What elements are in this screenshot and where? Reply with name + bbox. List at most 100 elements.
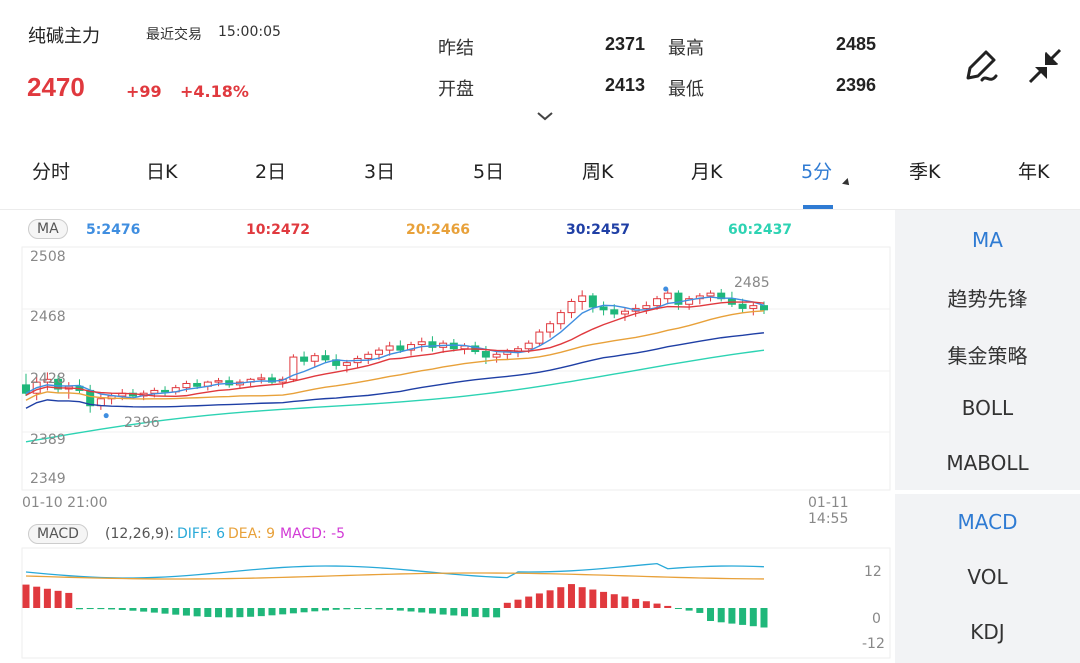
macd-bar [140,608,148,612]
indicator-ma[interactable]: MA [972,228,1003,252]
active-tab-indicator [803,205,833,209]
macd-diff: DIFF: 6 [177,526,226,542]
indicator-boll[interactable]: BOLL [961,396,1014,420]
chart-area[interactable]: MA 5:2476 10:2472 20:2466 30:2457 60:243… [0,210,893,663]
macd-indicator-tag[interactable]: MACD [28,524,88,544]
tab-2day[interactable]: 2日 [255,161,287,183]
macd-diff-line [25,562,765,579]
macd-params: (12,26,9): [105,526,175,542]
tab-5day[interactable]: 5日 [473,161,505,183]
macd-bar [557,587,565,608]
macd-bar [215,608,223,618]
candle-body [54,378,63,390]
candle-body [161,389,170,393]
tab-5min[interactable]: 5分 [801,161,833,183]
macd-bar [407,608,415,612]
indicator-fund-strategy[interactable]: 集金策略 [947,344,1028,368]
time-start: 01-10 21:00 [22,495,108,511]
macd-bar [364,608,372,610]
y-tick-2: 2468 [30,309,66,325]
candle-body [653,298,662,307]
macd-bar [600,591,608,608]
macd-bar [461,608,469,617]
macd-bar [439,608,447,615]
tab-week-k[interactable]: 周K [582,161,614,183]
candle-body [321,355,330,361]
high-point-marker [663,286,669,292]
macd-bar [450,608,458,616]
low-point-marker [103,413,109,419]
macd-tick-bottom: -12 [862,636,885,652]
indicator-trend-pioneer[interactable]: 趋势先锋 [947,287,1028,311]
macd-bar [236,608,244,618]
macd-bar [172,608,180,615]
macd-dea: DEA: 9 [228,526,276,542]
macd-bar [589,589,597,608]
macd-bar [268,608,276,616]
candle-body [642,305,651,309]
macd-bar [739,608,747,625]
tab-year-k[interactable]: 年K [1018,161,1050,183]
macd-bar [493,608,501,618]
macd-bar [418,608,426,613]
candle-body [524,342,533,350]
macd-bar [514,599,522,608]
macd-bar [86,608,94,610]
macd-bar [193,608,201,617]
candle-body [407,344,416,351]
macd-bar [749,608,757,627]
collapse-icon[interactable] [1024,44,1068,88]
candle-body [610,309,619,315]
kline-chart[interactable] [0,210,893,663]
tab-season-k[interactable]: 季K [909,161,941,183]
macd-bar [685,608,693,611]
macd-bar [321,608,329,611]
macd-bar [75,608,83,610]
tab-month-k[interactable]: 月K [691,161,723,183]
ma10-value: 10:2472 [246,222,311,238]
macd-dea-line [25,572,765,580]
macd-bar [503,602,511,608]
indicator-kdj[interactable]: KDJ [970,620,1005,644]
macd-bar [289,608,297,614]
candle-body [417,341,426,346]
tab-3day[interactable]: 3日 [364,161,396,183]
expand-chevron-icon[interactable] [536,110,554,122]
candle-body [674,292,683,305]
ma-indicator-tag[interactable]: MA [28,219,68,239]
indicator-vol[interactable]: VOL [967,565,1008,589]
macd-bar [311,608,319,612]
candle-body [193,382,202,387]
main-indicator-panel: MA 趋势先锋 集金策略 BOLL MABOLL [895,210,1080,490]
contract-name: 纯碱主力 [28,26,100,47]
low-marker: 2396 [124,415,160,431]
macd-value: MACD: -5 [280,526,346,542]
macd-bar [535,593,543,608]
draw-pen-icon[interactable] [958,44,1002,88]
ma60-value: 60:2437 [728,222,793,238]
candle-body [556,312,565,325]
candle-body [481,351,490,358]
macd-bar [300,608,308,613]
indicator-maboll[interactable]: MABOLL [946,451,1029,475]
macd-chart-frame [21,547,891,659]
ma5-line [25,296,765,399]
macd-bar [632,598,640,608]
quote-value-low: 2396 [835,75,876,95]
indicator-macd[interactable]: MACD [957,510,1018,534]
macd-bar [375,608,383,610]
candle-body [685,298,694,305]
ma5-value: 5:2476 [86,222,141,238]
macd-bar [150,608,158,613]
candle-body [567,300,576,314]
candle-body [310,355,319,362]
tab-day-k[interactable]: 日K [146,161,178,183]
candle-body [396,345,405,351]
main-chart-frame [21,246,891,491]
ma20-value: 20:2466 [406,222,471,238]
macd-bar [578,587,586,608]
candle-body [289,356,298,380]
quote-label-open: 开盘 [438,79,474,100]
time-end: 01-11 14:55 [808,495,849,527]
tab-fenshi[interactable]: 分时 [32,161,71,183]
